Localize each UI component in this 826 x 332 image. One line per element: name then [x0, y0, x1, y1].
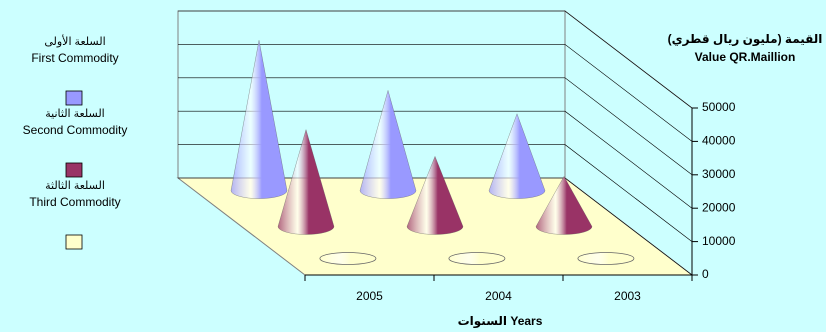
cone	[577, 252, 635, 265]
legend-label-ar: السلعة الثانية	[45, 108, 104, 120]
y-tick-label: 30000	[702, 167, 736, 181]
legend-label-ar: السلعة الثالثة	[45, 180, 105, 192]
legend-swatch	[65, 90, 83, 106]
cone	[488, 113, 546, 199]
y-tick-label: 50000	[702, 100, 736, 114]
y-tick-label: 20000	[702, 200, 736, 214]
grid-line	[178, 10, 693, 109]
x-title: السنوات Years	[458, 314, 543, 329]
x-tick-label: 2005	[356, 289, 383, 303]
y-tick-label: 0	[702, 267, 709, 281]
legend-label: First Commodity	[31, 51, 118, 65]
y-title: Value QR.Maillion	[695, 50, 796, 64]
y-title-ar: القيمة (مليون ريال قطري)	[668, 32, 823, 47]
cone	[230, 40, 288, 199]
legend-swatch	[65, 162, 83, 178]
legend-label-ar: السلعة الأولى	[44, 34, 105, 48]
cone	[359, 89, 417, 199]
grid-line	[178, 110, 693, 209]
legend-label: Third Commodity	[29, 195, 120, 209]
legend-swatch	[65, 234, 83, 250]
grid-line	[178, 77, 693, 176]
grid-line	[178, 44, 693, 142]
cone	[535, 176, 593, 235]
x-tick-label: 2003	[614, 289, 641, 303]
cone	[448, 252, 506, 265]
y-tick-label: 40000	[702, 134, 736, 148]
cone	[406, 155, 464, 235]
y-tick-label: 10000	[702, 234, 736, 248]
cone	[319, 252, 377, 265]
legend-label: Second Commodity	[23, 123, 128, 137]
x-tick-label: 2004	[485, 289, 512, 303]
cone	[277, 129, 335, 235]
